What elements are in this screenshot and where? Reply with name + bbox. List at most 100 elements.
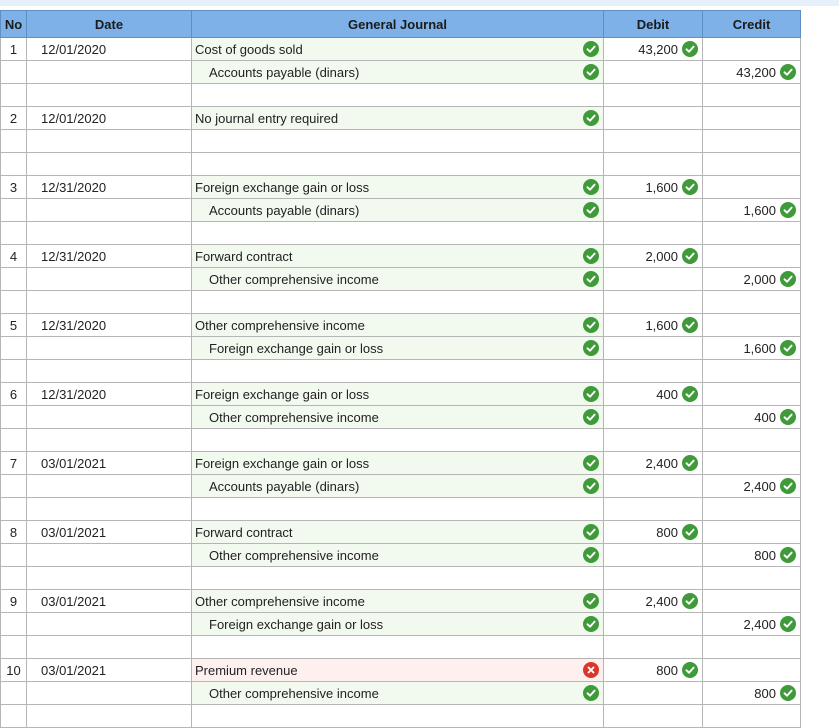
debit-cell[interactable]: 43,200 xyxy=(603,37,703,61)
account-cell[interactable]: Other comprehensive income xyxy=(191,681,604,705)
account-cell[interactable]: Other comprehensive income xyxy=(191,543,604,567)
account-cell[interactable]: Other comprehensive income xyxy=(191,589,604,613)
debit-cell[interactable]: 2,400 xyxy=(603,451,703,475)
debit-cell[interactable]: 2,400 xyxy=(603,589,703,613)
credit-cell[interactable]: 2,400 xyxy=(702,612,801,636)
debit-cell[interactable] xyxy=(603,198,703,222)
entry-date xyxy=(26,198,192,222)
entry-number xyxy=(0,474,27,498)
debit-cell[interactable]: 1,600 xyxy=(603,175,703,199)
spacer-cell xyxy=(603,428,703,452)
debit-cell[interactable] xyxy=(603,405,703,429)
account-label: Accounts payable (dinars) xyxy=(209,64,360,80)
check-icon xyxy=(583,64,599,80)
credit-cell[interactable]: 1,600 xyxy=(702,336,801,360)
credit-cell[interactable]: 1,600 xyxy=(702,198,801,222)
account-cell[interactable]: Foreign exchange gain or loss xyxy=(191,336,604,360)
credit-cell[interactable] xyxy=(702,313,801,337)
debit-cell[interactable] xyxy=(603,106,703,130)
debit-amount: 1,600 xyxy=(645,179,678,195)
account-cell[interactable]: Foreign exchange gain or loss xyxy=(191,382,604,406)
credit-cell[interactable] xyxy=(702,451,801,475)
entry-date xyxy=(26,60,192,84)
account-cell[interactable]: Cost of goods sold xyxy=(191,37,604,61)
credit-cell[interactable] xyxy=(702,520,801,544)
debit-cell[interactable]: 400 xyxy=(603,382,703,406)
check-icon xyxy=(780,64,796,80)
account-cell[interactable]: Other comprehensive income xyxy=(191,267,604,291)
entry-date xyxy=(26,681,192,705)
spacer-row xyxy=(0,83,801,107)
account-cell[interactable]: Accounts payable (dinars) xyxy=(191,474,604,498)
credit-cell[interactable]: 2,400 xyxy=(702,474,801,498)
debit-cell[interactable] xyxy=(603,336,703,360)
credit-cell[interactable]: 800 xyxy=(702,543,801,567)
credit-amount: 800 xyxy=(754,547,776,563)
account-label: Foreign exchange gain or loss xyxy=(195,386,370,402)
spacer-cell xyxy=(26,129,192,153)
spacer-cell xyxy=(0,221,27,245)
account-cell[interactable]: Accounts payable (dinars) xyxy=(191,60,604,84)
credit-amount: 1,600 xyxy=(743,340,776,356)
spacer-row xyxy=(0,359,801,383)
account-cell[interactable]: Premium revenue xyxy=(191,658,604,682)
entry-number: 4 xyxy=(0,244,27,268)
debit-cell[interactable] xyxy=(603,267,703,291)
spacer-row xyxy=(0,428,801,452)
check-icon xyxy=(583,179,599,195)
credit-cell[interactable] xyxy=(702,175,801,199)
spacer-cell xyxy=(702,359,801,383)
debit-cell[interactable]: 800 xyxy=(603,658,703,682)
entry-number: 10 xyxy=(0,658,27,682)
entry-number: 6 xyxy=(0,382,27,406)
debit-cell[interactable]: 2,000 xyxy=(603,244,703,268)
credit-cell[interactable]: 2,000 xyxy=(702,267,801,291)
entry-date: 12/31/2020 xyxy=(26,244,192,268)
credit-cell[interactable] xyxy=(702,658,801,682)
entry-date: 12/01/2020 xyxy=(26,37,192,61)
debit-cell[interactable] xyxy=(603,681,703,705)
credit-cell[interactable] xyxy=(702,382,801,406)
account-cell[interactable]: Foreign exchange gain or loss xyxy=(191,451,604,475)
spacer-cell xyxy=(191,83,604,107)
spacer-cell xyxy=(0,566,27,590)
account-cell[interactable]: Foreign exchange gain or loss xyxy=(191,175,604,199)
account-label: Accounts payable (dinars) xyxy=(209,478,360,494)
check-icon xyxy=(583,616,599,632)
spacer-cell xyxy=(191,152,604,176)
journal-row: 3 12/31/2020 Foreign exchange gain or loss… xyxy=(0,175,801,199)
entry-date: 12/31/2020 xyxy=(26,175,192,199)
spacer-cell xyxy=(702,497,801,521)
account-cell[interactable]: Forward contract xyxy=(191,244,604,268)
credit-cell[interactable] xyxy=(702,589,801,613)
spacer-cell xyxy=(603,221,703,245)
spacer-cell xyxy=(603,83,703,107)
credit-cell[interactable]: 800 xyxy=(702,681,801,705)
credit-cell[interactable]: 400 xyxy=(702,405,801,429)
account-cell[interactable]: Forward contract xyxy=(191,520,604,544)
credit-cell[interactable]: 43,200 xyxy=(702,60,801,84)
debit-cell[interactable]: 1,600 xyxy=(603,313,703,337)
check-icon xyxy=(682,662,698,678)
credit-amount: 800 xyxy=(754,685,776,701)
credit-cell[interactable] xyxy=(702,106,801,130)
debit-cell[interactable]: 800 xyxy=(603,520,703,544)
credit-amount: 1,600 xyxy=(743,202,776,218)
account-cell[interactable]: No journal entry required xyxy=(191,106,604,130)
spacer-cell xyxy=(702,566,801,590)
spacer-cell xyxy=(0,129,27,153)
account-cell[interactable]: Other comprehensive income xyxy=(191,313,604,337)
credit-cell[interactable] xyxy=(702,244,801,268)
debit-cell[interactable] xyxy=(603,474,703,498)
journal-row: 10 03/01/2021 Premium revenue 800 xyxy=(0,658,801,682)
account-cell[interactable]: Foreign exchange gain or loss xyxy=(191,612,604,636)
debit-cell[interactable] xyxy=(603,60,703,84)
debit-cell[interactable] xyxy=(603,612,703,636)
spacer-cell xyxy=(26,635,192,659)
credit-cell[interactable] xyxy=(702,37,801,61)
account-cell[interactable]: Accounts payable (dinars) xyxy=(191,198,604,222)
account-cell[interactable]: Other comprehensive income xyxy=(191,405,604,429)
spacer-cell xyxy=(191,129,604,153)
entry-number xyxy=(0,336,27,360)
debit-cell[interactable] xyxy=(603,543,703,567)
